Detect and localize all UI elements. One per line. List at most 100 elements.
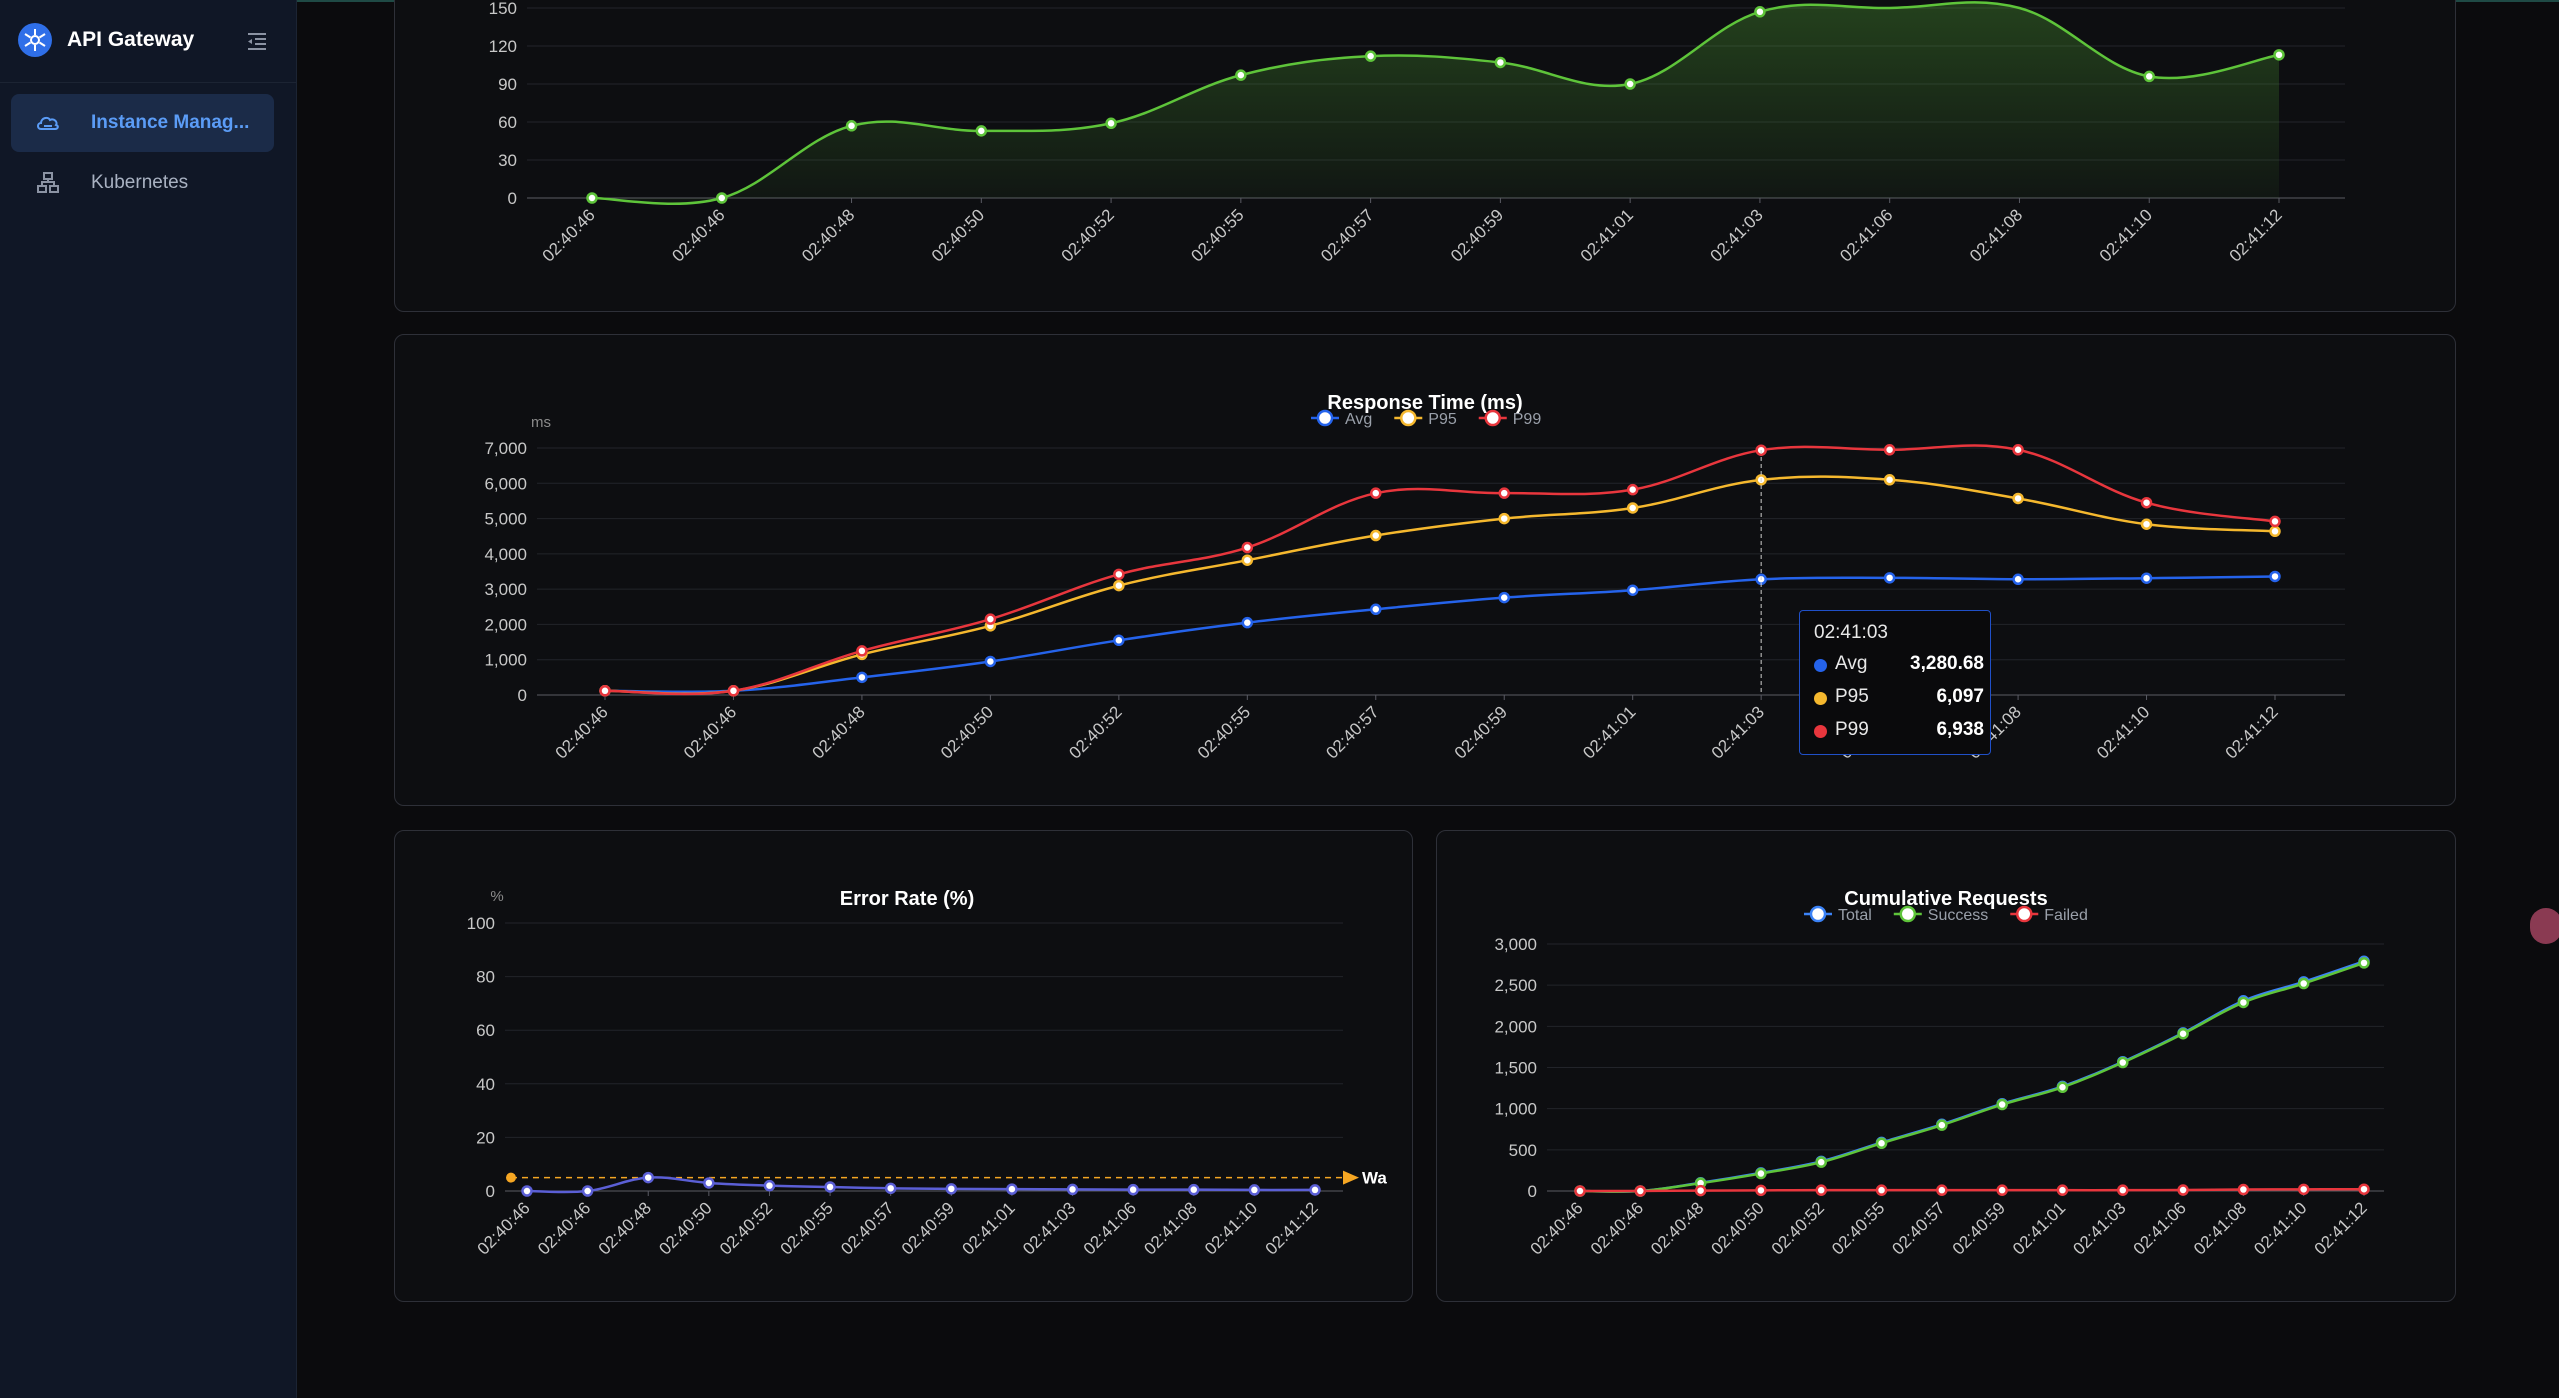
data-point (703, 1177, 715, 1189)
data-point (2237, 996, 2250, 1009)
x-tick-label: 02:40:57 (1888, 1198, 1948, 1258)
data-point (1815, 1156, 1827, 1168)
x-tick-label: 02:40:46 (1587, 1198, 1647, 1258)
x-tick-label: 02:41:12 (2226, 205, 2286, 265)
data-point (2012, 573, 2024, 586)
tooltip-series-name: Avg (1835, 653, 1868, 674)
floating-action-icon[interactable] (2530, 908, 2559, 944)
data-point (1105, 117, 1117, 130)
data-point (2237, 1183, 2250, 1196)
data-point (2269, 515, 2281, 528)
tooltip-series-value: 6,097 (1936, 686, 1984, 707)
tooltip-row-p99: P99 6,938 (1814, 719, 1984, 743)
data-point (856, 671, 868, 684)
legend-label: P95 (1428, 411, 1457, 428)
data-point (1370, 529, 1382, 542)
data-point (1996, 1098, 2008, 1111)
series-dot-icon (1814, 692, 1827, 705)
tooltip-row-p95: P95 6,097 (1814, 686, 1984, 710)
x-tick-label: 02:40:46 (534, 1198, 594, 1258)
y-tick-label: 30 (498, 151, 517, 170)
x-tick-label: 02:40:50 (928, 205, 988, 265)
series-dot-icon (1814, 659, 1827, 672)
x-tick-label: 02:40:48 (809, 702, 869, 762)
data-point (2273, 49, 2285, 61)
x-tick-label: 02:41:08 (1140, 1198, 1200, 1258)
x-tick-label: 02:40:50 (1708, 1198, 1768, 1258)
legend-marker (2016, 905, 2033, 923)
data-point (1883, 572, 1896, 584)
x-tick-label: 02:40:52 (1058, 205, 1118, 265)
data-point (586, 192, 598, 204)
x-tick-label: 02:41:10 (1201, 1198, 1261, 1258)
legend-marker (1899, 905, 1917, 923)
data-point (2177, 1027, 2189, 1040)
x-tick-label: 02:40:46 (1527, 1198, 1587, 1258)
data-point (1006, 1183, 1018, 1195)
data-point (1113, 568, 1125, 581)
x-tick-label: 02:40:59 (898, 1198, 958, 1258)
series-line (604, 444, 2276, 696)
cumulative-requests-chart-panel: 0 500 1,000 1,500 2,000 2,500 3,000 02:40:46 02:… (1436, 830, 2456, 1302)
data-point (2117, 1184, 2129, 1196)
response-time-chart-panel: 0 1,000 2,000 3,000 4,000 5,000 6,000 7,000 02:4… (394, 334, 2456, 806)
sidebar-item-label: Instance Manag... (91, 112, 250, 133)
data-point (1626, 584, 1639, 596)
sidebar-item-kubernetes[interactable]: Kubernetes (11, 154, 274, 212)
data-point (2140, 496, 2153, 509)
data-point (2269, 570, 2281, 583)
sidebar-item-instance-management[interactable]: Instance Manag... (11, 94, 274, 152)
data-point (1066, 1183, 1079, 1196)
data-point (599, 685, 611, 697)
x-tick-label: 02:40:46 (668, 205, 728, 265)
x-tick-label: 02:41:12 (2222, 702, 2282, 762)
x-tick-label: 02:41:06 (2130, 1198, 2190, 1258)
tooltip-row-avg: Avg 3,280.68 (1814, 653, 1984, 677)
x-tick-label: 02:40:46 (539, 205, 599, 265)
cluster-icon (35, 171, 61, 195)
throughput-chart-panel: 0 30 60 90 120 150 02:40:46 02:40:46 02:40:48 02:… (394, 0, 2456, 312)
sidebar: API Gateway Instance Manag... (0, 0, 297, 1398)
series-line (1579, 960, 2365, 1193)
data-point (1936, 1184, 1948, 1196)
x-tick-label: 02:41:03 (1708, 702, 1768, 762)
x-tick-label: 02:40:52 (1065, 702, 1125, 762)
data-point (1875, 1184, 1888, 1196)
data-point (1626, 483, 1639, 496)
x-tick-label: 02:40:59 (1451, 702, 1511, 762)
legend-label: Avg (1345, 411, 1372, 428)
x-tick-label: 02:40:46 (680, 702, 740, 762)
y-axis-unit: ms (531, 414, 551, 431)
data-point (716, 192, 728, 204)
data-point (1309, 1184, 1321, 1196)
throughput-chart: 0 30 60 90 120 150 02:40:46 02:40:46 02:40:48 02:… (489, 0, 2345, 266)
tooltip-series-value: 3,280.68 (1910, 653, 1984, 674)
x-tick-label: 02:40:46 (552, 702, 612, 762)
data-point (1241, 616, 1254, 629)
data-point (1936, 1119, 1948, 1131)
collapse-sidebar-icon[interactable] (244, 28, 270, 54)
legend-label: P99 (1513, 411, 1542, 428)
error-rate-chart-panel: 0 20 40 60 80 100 02:40:46 02:40:46 02:40:48 02:4… (394, 830, 1413, 1302)
y-tick-label: 60 (476, 1021, 495, 1040)
data-point (2297, 977, 2310, 990)
x-tick-label: 02:40:48 (1647, 1198, 1707, 1258)
data-point (2117, 1056, 2129, 1069)
x-tick-label: 02:41:08 (2190, 1198, 2250, 1258)
data-point (1241, 554, 1254, 566)
brand-header: API Gateway (0, 0, 296, 83)
data-point (2269, 525, 2281, 538)
data-point (2140, 518, 2153, 530)
data-point (727, 685, 740, 697)
markline-label: Wa (1362, 1169, 1387, 1188)
y-tick-label: 1,000 (484, 651, 527, 670)
x-tick-label: 02:40:46 (474, 1198, 534, 1258)
y-tick-label: 7,000 (484, 439, 527, 458)
x-tick-label: 02:40:52 (1768, 1198, 1828, 1258)
series-line (604, 575, 2276, 694)
y-tick-label: 3,000 (484, 580, 527, 599)
data-point (1624, 78, 1636, 90)
data-point (1574, 1185, 1586, 1197)
data-point (1875, 1137, 1888, 1149)
x-tick-label: 02:41:10 (2250, 1198, 2310, 1258)
